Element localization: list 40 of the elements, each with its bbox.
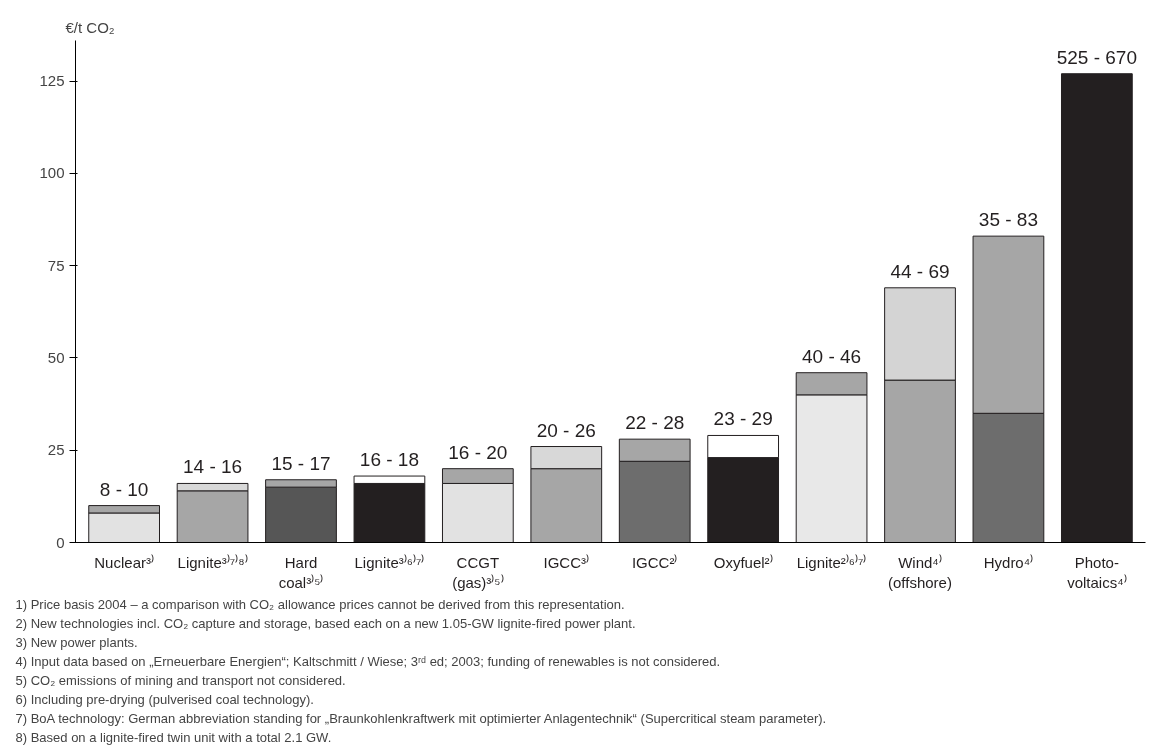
x-tick-label: CCGT (gas)³⁾⁵⁾ [452, 553, 504, 591]
annotation: 525 - 670 [1056, 46, 1138, 68]
x-tick-label: Oxyfuel²⁾ [713, 553, 773, 571]
text: 1) Price basis 2004 – a comparison with CO₂ allowance prices cannot be derived from this representation. [15, 596, 625, 612]
y-tick-label: 125 [39, 72, 65, 90]
y-tick-label: 75 [47, 256, 65, 274]
y-tick-label: 25 [47, 441, 65, 459]
x-tick-label: Hard coal³⁾⁵⁾ [278, 553, 324, 591]
x-tick-label: Nuclear³⁾ [94, 553, 154, 571]
text: 20 - 26 [536, 419, 596, 441]
x-tick-label: Photo- voltaics⁴⁾ [1067, 553, 1127, 591]
text: 8) Based on a lignite-fired twin unit with a total 2.1 GW. [15, 729, 332, 745]
x-tick-label: Lignite³⁾⁶⁾⁷⁾ [354, 553, 425, 571]
x-tick-label: Lignite²⁾⁶⁾⁷⁾ [796, 553, 867, 571]
x-tick-label: Hydro⁴⁾ [983, 553, 1034, 571]
text: 14 - 16 [182, 456, 243, 478]
text: 7) BoA technology: German abbreviation standing for „Braunkohlenkraftwerk mit optimierter Anlagentechnik“ (Supercritical steam parameter). [15, 710, 827, 726]
text: 23 - 29 [713, 408, 773, 430]
text: 40 - 46 [802, 345, 862, 367]
y-axis-title: €/t CO₂ [65, 18, 115, 36]
text: 5) CO₂ emissions of mining and transport not considered. [15, 672, 346, 688]
text: 3) New power plants. [15, 634, 138, 650]
x-tick-label: IGCC³⁾ [543, 553, 590, 571]
text: 16 - 20 [448, 441, 508, 463]
text: 4) Input data based on „Erneuerbare Energien“; Kaltschmitt / Wiese; 3ʳᵈ ed; 2003; funding of renewables is not considered. [15, 653, 721, 669]
text: 44 - 69 [890, 260, 950, 282]
y-tick-label: 0 [56, 533, 65, 551]
text: 6) Including pre-drying (pulverised coal technology). [15, 691, 314, 707]
text: 2) New technologies incl. CO₂ capture and storage, based each on a new 1.05-GW lignite-fired power plant. [15, 615, 636, 631]
text: 8 - 10 [99, 478, 149, 500]
text: 35 - 83 [978, 209, 1039, 231]
y-tick-label: 100 [39, 164, 65, 182]
text: 15 - 17 [271, 452, 331, 474]
bar [1060, 73, 1133, 543]
x-tick-label: Wind⁴⁾ (offshore) [888, 553, 952, 591]
text: 22 - 28 [625, 412, 685, 434]
y-tick-label: 50 [47, 348, 65, 366]
text: 16 - 18 [359, 449, 420, 471]
x-tick-label: Lignite³⁾⁷⁾⁸⁾ [177, 553, 248, 571]
x-tick-label: IGCC²⁾ [631, 553, 678, 571]
